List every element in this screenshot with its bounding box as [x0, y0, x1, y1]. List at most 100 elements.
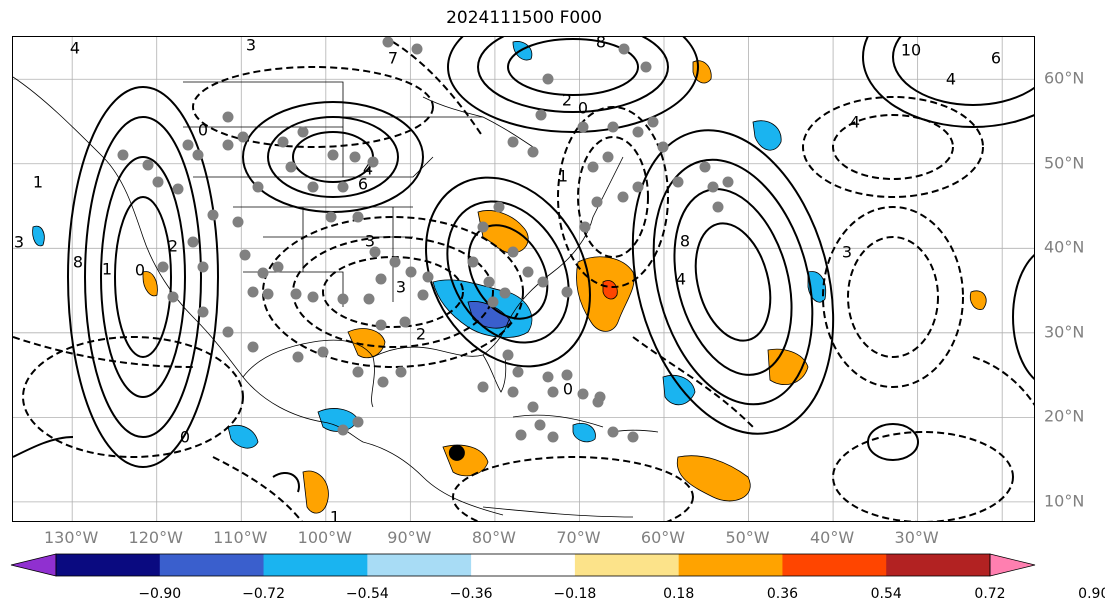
station-dot: [607, 426, 619, 438]
colorbar-segment: [678, 554, 783, 576]
station-dot: [657, 141, 669, 153]
colorbar-tick-label: 0.36: [766, 586, 799, 602]
station-dot: [507, 136, 519, 148]
station-dot: [377, 376, 389, 388]
station-dot: [467, 256, 479, 268]
station-dot: [239, 249, 251, 261]
station-dot: [493, 201, 505, 213]
colorbar-tick-label: −0.36: [449, 586, 493, 602]
contour-label: 2: [168, 237, 178, 256]
colorbar-segment: [263, 554, 368, 576]
station-dot: [349, 151, 361, 163]
station-dot: [477, 381, 489, 393]
station-dot: [337, 293, 349, 305]
station-dot: [561, 286, 573, 298]
station-dot: [187, 236, 199, 248]
station-dot: [502, 349, 514, 361]
station-dot: [285, 161, 297, 173]
station-dot: [232, 216, 244, 228]
station-dot: [640, 61, 652, 73]
station-dot: [602, 151, 614, 163]
station-dot: [307, 181, 319, 193]
orange-area: [302, 470, 329, 514]
colorbar-extend-low: [10, 553, 57, 577]
station-dot: [417, 289, 429, 301]
colorbar-segment: [56, 554, 161, 576]
station-dot: [369, 246, 381, 258]
lon-tick-label: 90°W: [387, 528, 432, 547]
map-panel[interactable]: 4 3 7 8 10 6 4 2 4 0 4 6 8 1 3 2 0 3 8 4 1 3 0 2 1 0 3 0 1: [12, 36, 1035, 522]
blue-area: [662, 375, 696, 406]
contour-label: 3: [842, 243, 852, 262]
contour-label: 2: [416, 325, 426, 344]
lon-tick-label: 80°W: [471, 528, 516, 547]
contour-label: 1: [102, 260, 112, 279]
station-dot: [222, 111, 234, 123]
station-dot: [192, 149, 204, 161]
marker-dot: [448, 444, 465, 461]
coastlines: [13, 76, 659, 518]
map-title: 2024111500 F000: [446, 8, 602, 28]
station-dot: [197, 306, 209, 318]
station-dot: [522, 266, 534, 278]
contour-label: 4: [850, 113, 860, 132]
station-dot: [382, 37, 394, 48]
red-area: [602, 280, 618, 300]
station-dot: [487, 296, 499, 308]
station-dot: [337, 181, 349, 193]
station-dot: [722, 176, 734, 188]
station-dot: [561, 369, 573, 381]
station-dot: [647, 116, 659, 128]
contour-label: 3: [365, 232, 375, 251]
contour-label: 0: [563, 380, 573, 399]
station-dot: [207, 209, 219, 221]
station-dot: [411, 43, 423, 55]
colorbar-frame: [55, 553, 991, 577]
colorbar: [10, 553, 1036, 577]
station-dot: [117, 149, 129, 161]
lat-tick-label: 10°N: [1044, 491, 1085, 511]
station-dot: [607, 121, 619, 133]
station-dot: [542, 73, 554, 85]
colorbar-segment: [886, 554, 991, 576]
station-dot: [352, 211, 364, 223]
lat-tick-label: 50°N: [1044, 153, 1085, 173]
colorbar-segment: [574, 554, 680, 576]
lon-tick-label: 40°W: [809, 528, 855, 547]
colorbar-tick-label: 0.54: [870, 586, 902, 602]
station-dot: [167, 291, 179, 303]
colorbar-tick-label: −0.72: [242, 586, 285, 602]
station-dot: [352, 366, 364, 378]
station-dot: [297, 126, 309, 138]
colorbar-segment: [367, 554, 472, 576]
colorbar-segment: [782, 554, 887, 576]
station-dot: [587, 161, 599, 173]
station-dot: [499, 287, 511, 299]
station-dot: [547, 431, 559, 443]
station-dot: [527, 401, 539, 413]
station-dot: [547, 386, 559, 398]
station-dot: [277, 136, 289, 148]
contour-label: 2: [562, 91, 572, 110]
station-dot: [527, 146, 539, 158]
station-dot: [627, 431, 639, 443]
station-dot: [157, 261, 169, 273]
contour-label: 7: [388, 49, 398, 68]
orange-area: [142, 271, 158, 297]
graticule: [13, 37, 1034, 521]
blue-area: [512, 41, 533, 61]
colorbar-tick-label: 0.72: [974, 586, 1006, 602]
colorbar-tick-label: −0.90: [138, 586, 182, 602]
station-dot: [512, 366, 524, 378]
station-dot: [325, 211, 337, 223]
station-dot: [337, 424, 349, 436]
contour-label: 4: [676, 270, 686, 289]
contour-label: 0: [578, 99, 588, 118]
station-dot: [327, 149, 339, 161]
contour-label: 4: [946, 70, 956, 89]
lon-tick-label: 50°W: [725, 528, 770, 547]
station-dot: [535, 109, 547, 121]
contour-label: 0: [198, 121, 208, 140]
station-dot: [477, 221, 489, 233]
station-dot: [257, 267, 269, 279]
